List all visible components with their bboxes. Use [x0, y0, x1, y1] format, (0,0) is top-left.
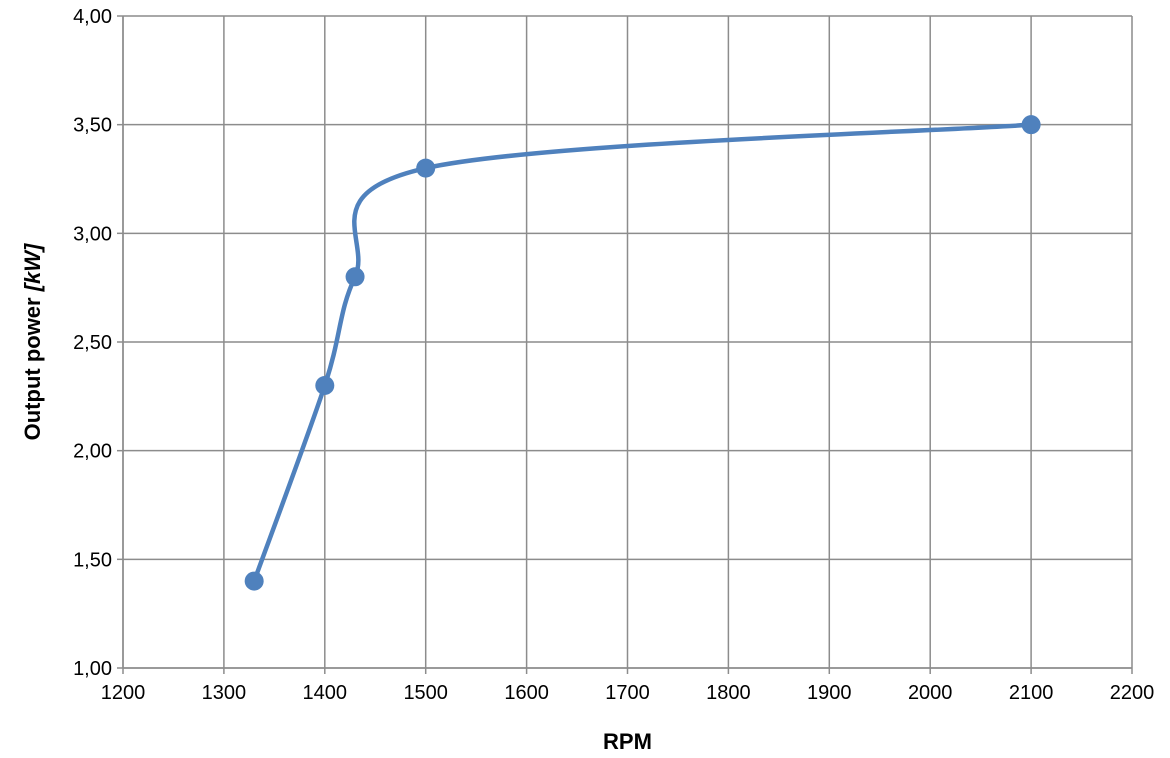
y-tick-label: 3,00: [73, 223, 112, 245]
tick-label-layer: 1200 1300 1400 1500 1600 1700 1800 1900 2000 2100…: [73, 6, 1154, 704]
x-axis-title: RPM: [603, 729, 652, 754]
y-tick-label: 1,00: [73, 658, 112, 680]
x-tick-label: 2200: [1110, 682, 1155, 704]
x-tick-label: 2000: [908, 682, 953, 704]
series-line-0: [254, 125, 1031, 581]
grid-layer: [123, 16, 1132, 668]
y-tick-label: 1,50: [73, 549, 112, 571]
y-tick-label: 4,00: [73, 6, 112, 28]
x-tick-label: 1500: [403, 682, 448, 704]
x-tick-label: 1800: [706, 682, 751, 704]
y-axis-title: Output power [kW]: [20, 243, 45, 440]
x-tick-label: 1700: [605, 682, 650, 704]
data-point-3: [416, 159, 435, 178]
data-point-2: [346, 267, 365, 286]
y-tick-label: 3,50: [73, 115, 112, 137]
x-tick-label: 1200: [101, 682, 146, 704]
series-layer: [245, 115, 1041, 590]
data-point-1: [315, 376, 334, 395]
x-tick-label: 2100: [1009, 682, 1054, 704]
x-tick-label: 1300: [202, 682, 247, 704]
x-tick-label: 1400: [303, 682, 348, 704]
data-point-0: [245, 572, 264, 591]
y-tick-label: 2,50: [73, 332, 112, 354]
axis-layer: [117, 16, 1132, 674]
x-tick-label: 1600: [504, 682, 549, 704]
x-tick-label: 1900: [807, 682, 852, 704]
y-axis-title-unit: [kW]: [20, 243, 45, 292]
y-tick-label: 2,00: [73, 441, 112, 463]
y-axis-title-main: Output power: [20, 291, 45, 440]
data-point-4: [1022, 115, 1041, 134]
